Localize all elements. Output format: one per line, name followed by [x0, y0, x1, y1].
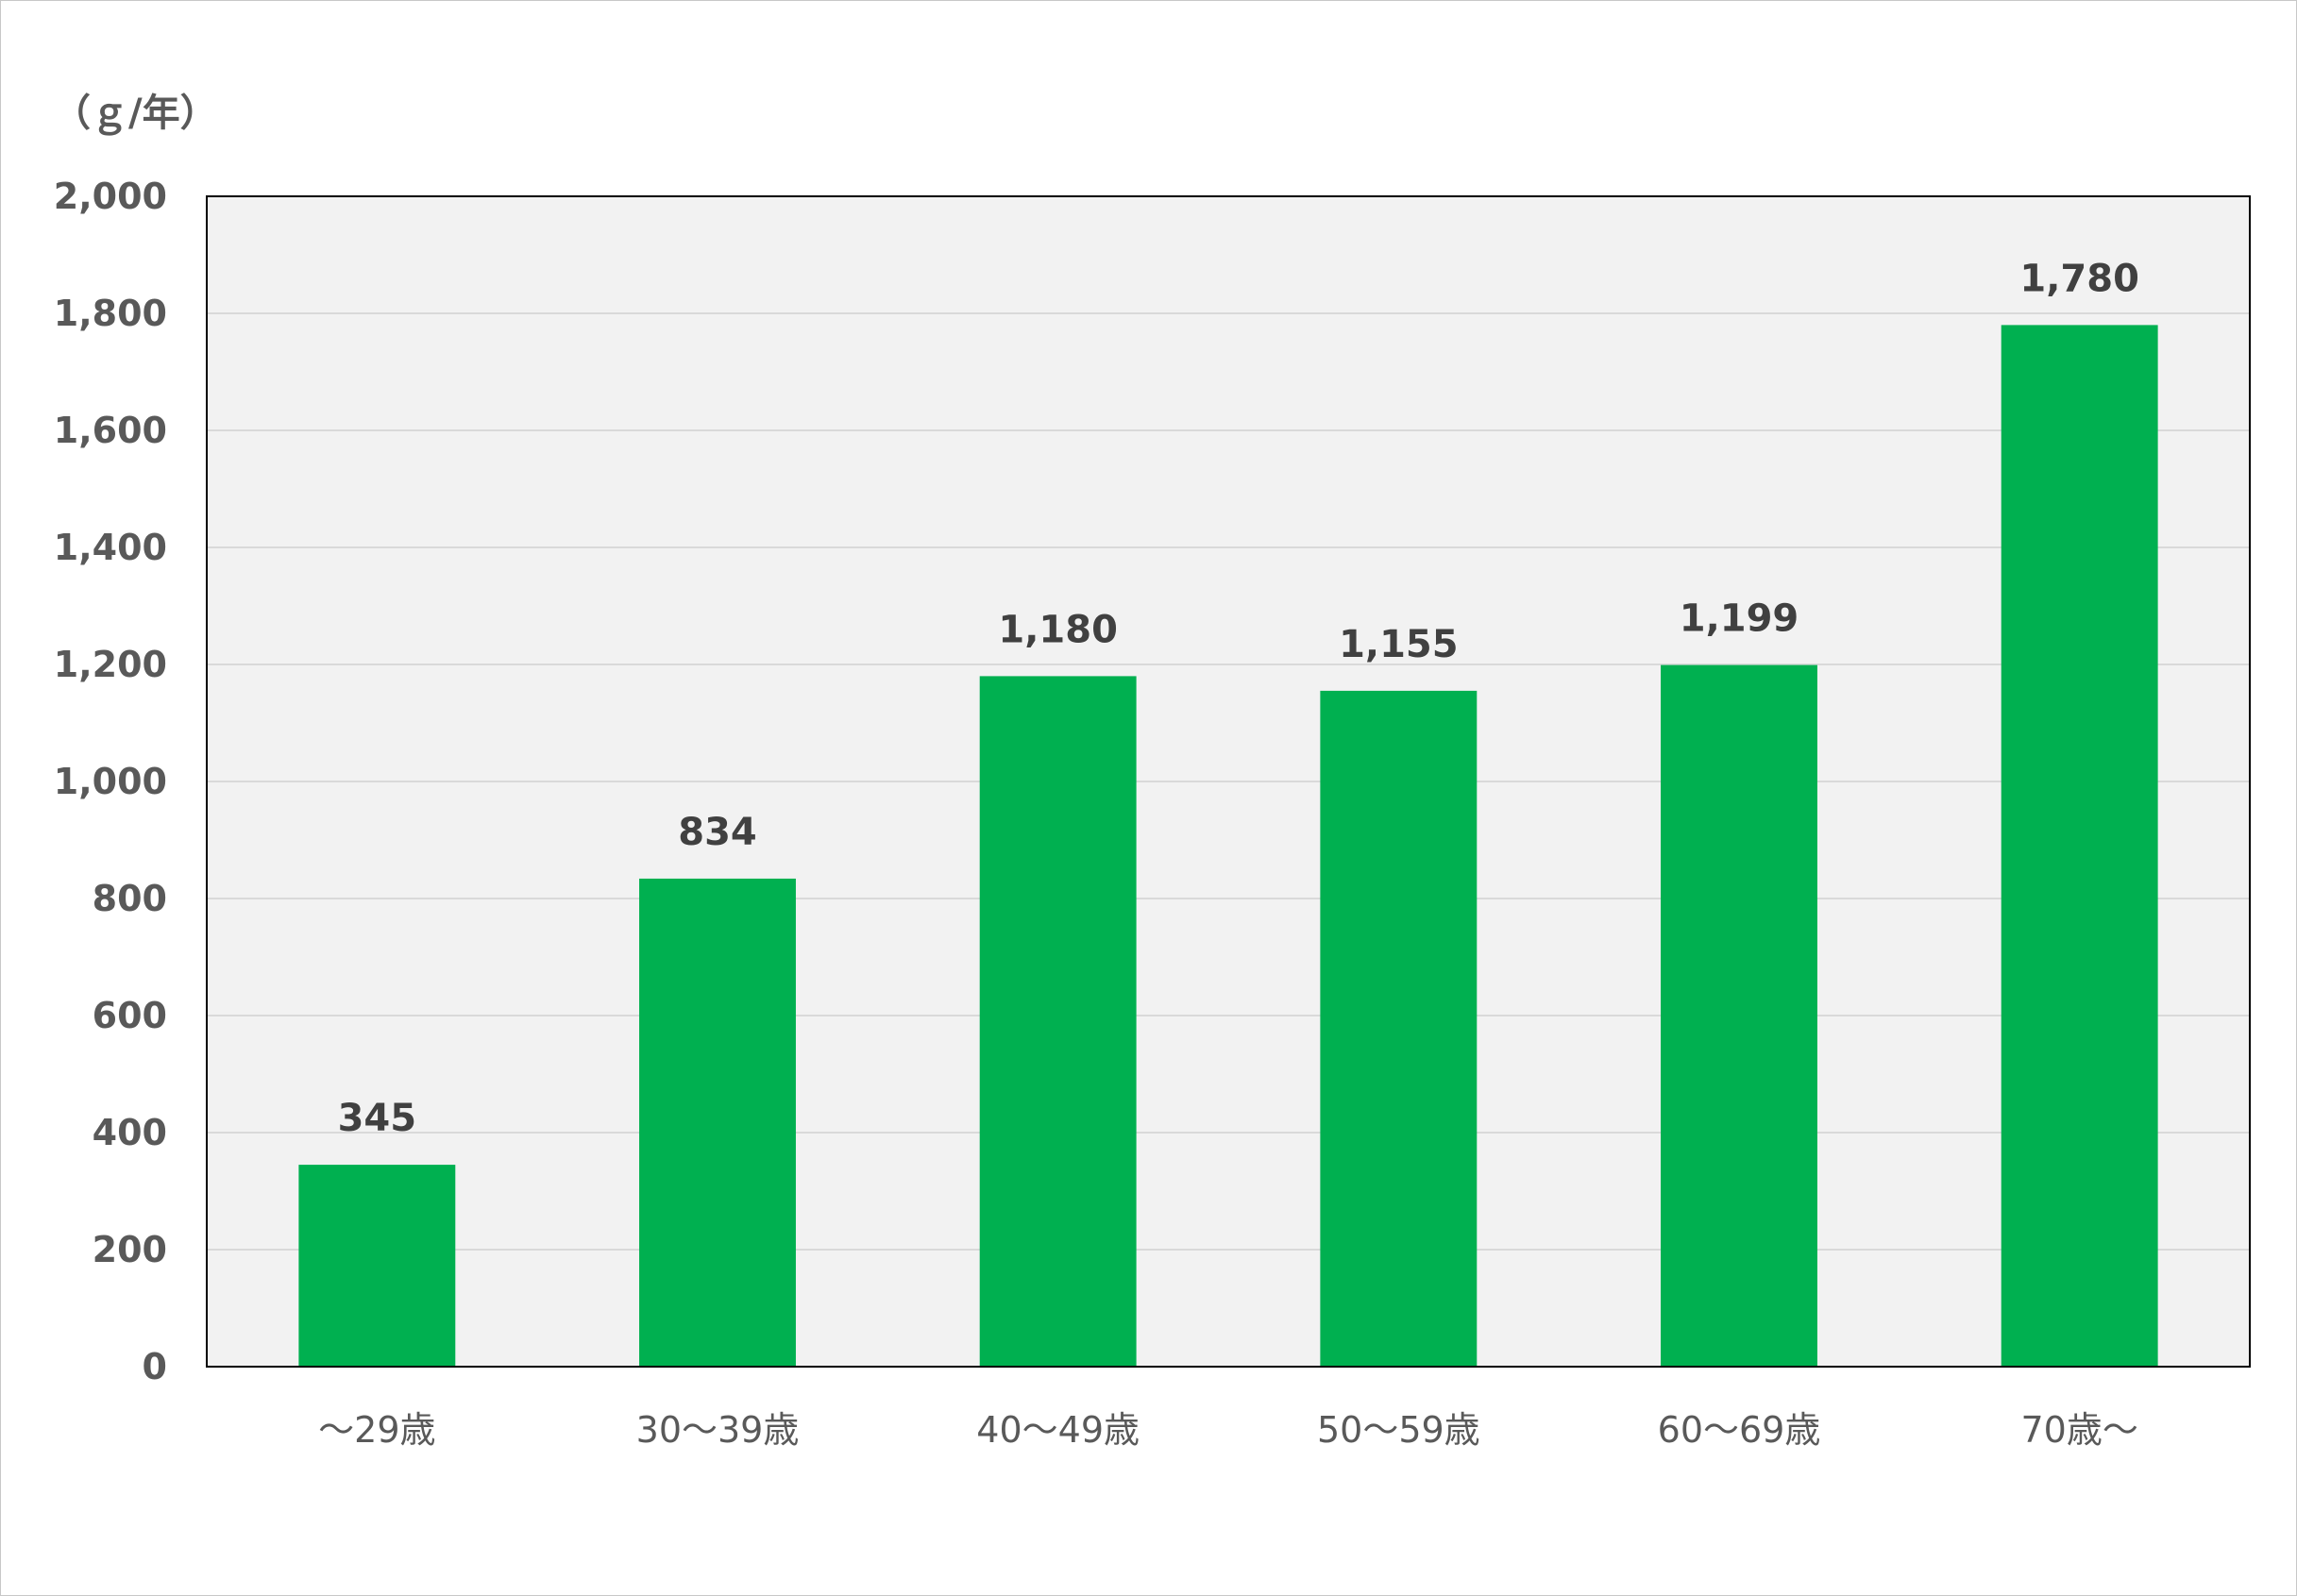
bar — [2001, 325, 2158, 1367]
data-label: 1,199 — [1680, 597, 1799, 641]
bar — [1661, 664, 1817, 1367]
y-tick-label: 200 — [93, 1229, 167, 1270]
data-label: 1,180 — [998, 608, 1118, 651]
y-tick-label: 800 — [93, 878, 167, 919]
bars — [298, 325, 2158, 1367]
plot-border — [206, 195, 2251, 1368]
bar — [1320, 690, 1478, 1367]
data-label: 834 — [678, 811, 757, 854]
data-label: 345 — [338, 1097, 417, 1140]
x-tick-label: 60～69歳 — [1658, 1409, 1821, 1451]
x-tick-label: 40～49歳 — [976, 1409, 1140, 1451]
y-tick-label: 1,400 — [54, 527, 167, 568]
bar — [979, 676, 1137, 1367]
y-axis-unit-label: （ｇ/年） — [53, 92, 218, 136]
y-tick-label: 1,200 — [54, 644, 167, 685]
y-tick-label: 0 — [143, 1346, 167, 1387]
data-labels: 345 834 1,180 1,155 1,199 1,780 — [338, 257, 2139, 1140]
y-tick-label: 600 — [93, 995, 167, 1036]
y-tick-label: 1,600 — [54, 410, 167, 451]
x-tick-label: 70歳～ — [2020, 1409, 2137, 1451]
x-tick-label: 30～39歳 — [636, 1409, 800, 1451]
y-axis-ticks: 0 200 400 600 800 1,000 1,200 1,400 1,600 1,800 2,… — [54, 176, 167, 1387]
bar — [298, 1165, 456, 1367]
data-label: 1,155 — [1339, 623, 1459, 666]
x-tick-label: ～29歳 — [318, 1409, 435, 1451]
y-tick-label: 1,800 — [54, 293, 167, 334]
data-label: 1,780 — [2019, 257, 2139, 300]
gridlines — [207, 312, 2250, 1251]
bar — [639, 878, 796, 1367]
x-tick-label: 50～59歳 — [1317, 1409, 1480, 1451]
y-tick-label: 2,000 — [54, 176, 167, 217]
y-tick-label: 400 — [93, 1112, 167, 1153]
y-tick-label: 1,000 — [54, 761, 167, 802]
x-axis-ticks: ～29歳 30～39歳 40～49歳 50～59歳 60～69歳 70歳～ — [318, 1409, 2138, 1451]
